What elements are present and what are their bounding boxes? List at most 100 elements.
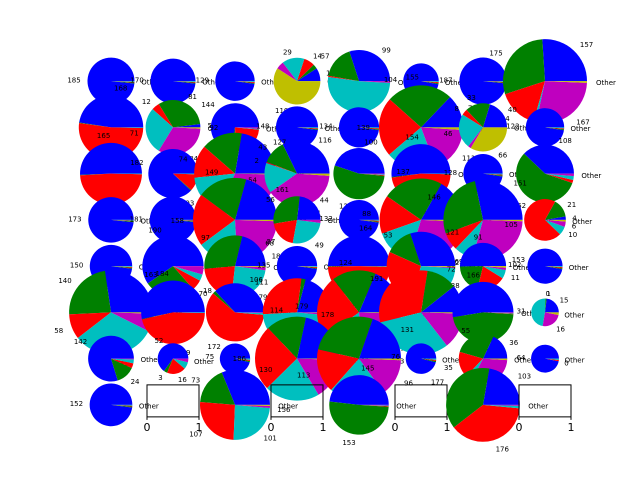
pie-slice: [79, 122, 111, 128]
slice-label: 124: [339, 259, 353, 267]
pie-slice: [297, 127, 319, 130]
pie-slice: [235, 266, 266, 268]
pie-slice: [483, 81, 507, 83]
pie-slice: [359, 404, 389, 407]
pie-slice: [88, 335, 134, 382]
pie-slice: [359, 404, 389, 407]
pie-slice: [235, 358, 251, 362]
pie-slice: [387, 178, 442, 220]
slice-label: Other: [141, 356, 161, 364]
slice-label: 134: [319, 123, 333, 131]
slice-label: 165: [97, 132, 110, 140]
pie-panel-7-0: 152 Other: [70, 383, 159, 427]
x-tick-label: 1: [320, 421, 327, 434]
slice-label: 176: [496, 445, 510, 453]
slice-label: 93: [185, 199, 194, 207]
slice-label: 184: [156, 270, 170, 278]
slice-label: 110: [275, 107, 288, 115]
slice-label: Other: [596, 79, 616, 87]
pie-slice: [421, 270, 454, 313]
pie-slice: [173, 81, 196, 82]
pie-slice: [111, 266, 133, 267]
pie-slice: [545, 219, 565, 235]
pie-slice: [359, 266, 391, 267]
pie-slice: [483, 81, 507, 82]
pie-slice: [545, 173, 574, 177]
pie-slice: [545, 219, 566, 222]
slice-label: 81: [188, 93, 197, 101]
pie-slice: [333, 165, 385, 200]
pie-panel-7-2: 130 73 107 101 Other: [189, 366, 298, 442]
slice-label: 151: [514, 179, 527, 187]
x-tick-label: 1: [568, 421, 575, 434]
pie-panel-0-7: 15717594167Other: [489, 39, 616, 127]
pie-slice: [266, 144, 297, 174]
pie-slice: [142, 235, 204, 284]
slice-label: 107: [189, 431, 202, 439]
pie-slice: [483, 312, 514, 315]
slice-label: 68: [265, 239, 274, 247]
slice-label: 73: [191, 376, 200, 384]
slice-label: 185: [67, 77, 80, 85]
slice-label: Other: [513, 264, 533, 272]
pie-slice: [483, 219, 523, 222]
pie-slice: [525, 108, 565, 147]
pie-slice: [111, 219, 134, 223]
slice-label: 43: [258, 143, 267, 151]
slice-label: 103: [518, 373, 531, 381]
pie-slice: [421, 81, 439, 84]
slice-label: Other: [396, 402, 416, 410]
pie-slice: [545, 298, 559, 313]
slice-label: 18: [203, 287, 212, 295]
pie-slice: [235, 81, 255, 84]
pie-slice: [297, 127, 318, 130]
slice-label: 29: [283, 48, 292, 56]
pie-slice: [359, 173, 385, 176]
slice-label: 148: [256, 123, 269, 131]
slice-label: 44: [320, 197, 329, 205]
slice-label: Other: [325, 125, 345, 133]
slice-label: 16: [556, 325, 565, 333]
slice-label: 167: [576, 119, 589, 127]
slice-label: 33: [467, 94, 476, 102]
pie-slice: [173, 312, 205, 313]
pie-slice: [111, 358, 132, 381]
slice-label: 24: [131, 378, 140, 386]
pie-slice: [459, 57, 507, 105]
pie-slice: [221, 369, 271, 405]
pie-slice: [545, 312, 559, 316]
pie-slice: [359, 127, 380, 130]
pie-slice: [111, 81, 135, 84]
empty-axes-frame: [518, 384, 572, 418]
pie-slice: [483, 266, 506, 279]
pie-slice: [527, 248, 563, 284]
slice-label: 153: [342, 439, 355, 447]
slice-label: 153: [512, 256, 525, 264]
slice-label: 58: [54, 327, 63, 335]
slice-label: 0: [546, 290, 550, 298]
slice-label: Other: [139, 402, 159, 410]
pie-slice: [297, 68, 321, 82]
slice-label: 11: [511, 274, 520, 282]
pie-panel-2-3: 11643254141Other: [248, 136, 357, 217]
slice-label: Other: [581, 172, 601, 180]
slice-label: 170: [130, 77, 143, 85]
pie-panel-6-0: 142 24 Other: [74, 335, 161, 386]
pie-slice: [359, 219, 379, 222]
pie-slice: [318, 316, 373, 359]
pie-slice: [111, 219, 134, 221]
slice-label: 139: [357, 124, 370, 132]
pie-slice: [329, 401, 389, 435]
pie-slice: [421, 312, 463, 314]
slice-label: 91: [474, 233, 483, 241]
pie-slice: [204, 235, 243, 269]
pie-slice: [173, 124, 201, 128]
pie-slice: [443, 181, 483, 234]
slice-label: Other: [445, 79, 465, 87]
pie-slice: [483, 404, 520, 409]
pie-slice: [145, 109, 173, 151]
pie-slice: [297, 278, 306, 313]
